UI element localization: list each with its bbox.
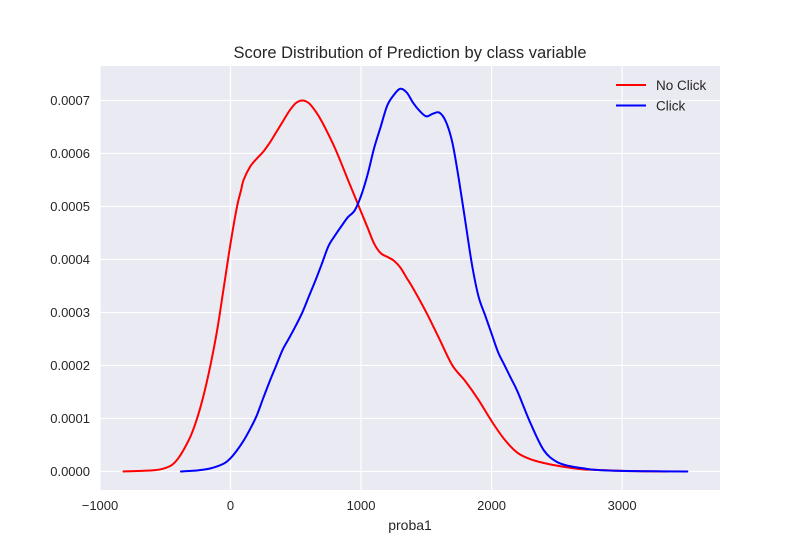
grid: [99, 66, 720, 490]
x-tick-label: 1000: [347, 498, 376, 513]
y-tick-label: 0.0007: [50, 93, 90, 108]
y-tick-label: 0.0002: [50, 358, 90, 373]
y-tick-label: 0.0003: [50, 305, 90, 320]
x-tick-label: 3000: [608, 498, 637, 513]
plot-background: [100, 66, 720, 490]
y-tick-label: 0.0006: [50, 146, 90, 161]
x-tick-label: 0: [227, 498, 234, 513]
chart-title: Score Distribution of Prediction by clas…: [233, 44, 586, 62]
tick-labels: −1000 0 1000 2000 3000 0.0000 0.0001 0.0002 0.00…: [50, 93, 636, 513]
y-tick-label: 0.0004: [50, 252, 90, 267]
legend-label-click: Click: [656, 98, 685, 113]
x-axis-label: proba1: [388, 517, 432, 533]
x-tick-label: 2000: [477, 498, 506, 513]
series-line-no-click: [122, 99, 669, 473]
y-tick-label: 0.0001: [50, 411, 90, 426]
series-line-click: [179, 87, 689, 473]
legend-label-no-click: No Click: [656, 78, 707, 93]
x-tick-label: −1000: [82, 498, 119, 513]
y-tick-label: 0.0005: [50, 199, 90, 214]
y-tick-label: 0.0000: [50, 464, 90, 479]
series-layer: [122, 87, 689, 473]
legend: No Click Click: [616, 78, 707, 113]
